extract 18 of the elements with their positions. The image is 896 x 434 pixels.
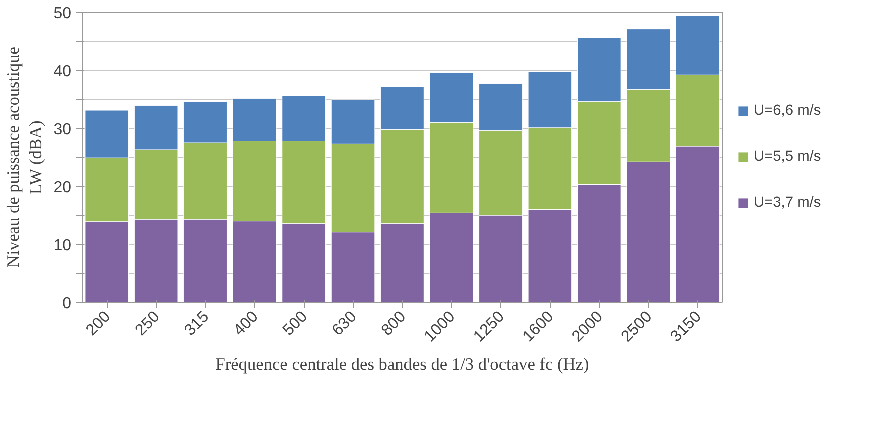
y-tick-label: 10 <box>54 238 72 254</box>
y-tick-label: 40 <box>54 64 72 80</box>
y-axis-title: Niveau de puissance acoustique LW (dBA) <box>4 46 46 268</box>
x-tick-label: 200 <box>83 308 114 340</box>
legend-label: U=3,7 m/s <box>754 195 822 211</box>
y-tick-label: 0 <box>62 296 72 312</box>
x-tick-label: 500 <box>280 308 312 340</box>
x-axis-title: Fréquence centrale des bandes de 1/3 d'octave fc (Hz) <box>216 355 590 374</box>
legend-label: U=6,6 m/s <box>754 103 822 119</box>
x-tick-label: 315 <box>182 308 213 340</box>
x-tick-label: 800 <box>378 308 410 340</box>
legend-label: U=5,5 m/s <box>754 149 822 165</box>
x-tick-label: 250 <box>132 308 164 340</box>
x-tick-label: 400 <box>230 308 262 340</box>
y-tick-label: 50 <box>54 6 72 22</box>
y-tick-label: 30 <box>54 122 72 138</box>
y-tick-label: 20 <box>54 180 72 196</box>
x-tick-label: 630 <box>329 308 360 340</box>
